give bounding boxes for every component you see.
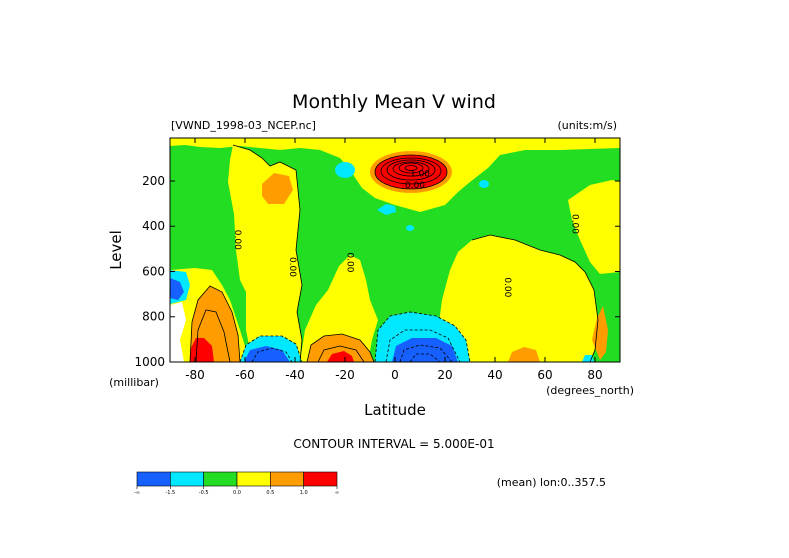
- region-orange-north-pole: [592, 306, 608, 360]
- region-blue-left: [170, 278, 184, 300]
- region-cyan-dot: [406, 225, 414, 231]
- region-yellow-sub-col: [300, 255, 378, 362]
- dataset-label: [VWND_1998-03_NCEP.nc]: [171, 119, 316, 132]
- y-axis-ticks: 200 400 600 800 1000: [134, 174, 620, 369]
- x-axis-label: Latitude: [364, 401, 426, 419]
- colorbar-label: 0.5: [266, 490, 274, 496]
- colorbar-label: 0.0: [233, 490, 241, 496]
- region-cyan-upper: [335, 162, 355, 178]
- colorbar-label: -∞: [134, 490, 140, 496]
- x-tick-label: 40: [487, 368, 502, 382]
- contour-label: 0.00: [570, 214, 580, 234]
- contour-interval-label: CONTOUR INTERVAL = 5.000E-01: [293, 437, 494, 451]
- x-tick-label: 20: [437, 368, 452, 382]
- mean-lon-label: (mean) lon:0..357.5: [497, 476, 606, 489]
- x-tick-label: 60: [537, 368, 552, 382]
- colorbar-swatch: [303, 471, 338, 487]
- y-tick-label: 1000: [134, 355, 165, 369]
- contour-label: 0.00: [345, 252, 355, 272]
- y-tick-label: 200: [142, 174, 165, 188]
- y-tick-label: 400: [142, 219, 165, 233]
- colorbar-swatch: [236, 471, 271, 487]
- colorbar-label: 1.0: [300, 490, 308, 496]
- x-tick-label: -80: [185, 368, 205, 382]
- contour-label: 0.00: [405, 181, 425, 191]
- x-axis-units: (degrees_north): [546, 384, 634, 397]
- region-cyan-dot2: [479, 180, 489, 188]
- chart-title: Monthly Mean V wind: [292, 91, 496, 113]
- x-axis-ticks: -80 -60 -40 -20 0 20 40 60 80: [185, 138, 603, 382]
- colorbar-swatch: [136, 471, 171, 487]
- contour-lines: [189, 144, 599, 362]
- y-axis-label: Level: [107, 230, 125, 270]
- colorbar: -∞ -1.5 -0.5 0.0 0.5 1.0 ∞: [134, 471, 339, 496]
- colorbar-label: -1.5: [165, 490, 175, 496]
- x-tick-label: 80: [587, 368, 602, 382]
- x-tick-label: -60: [235, 368, 255, 382]
- contour-lines-negative: [239, 311, 471, 362]
- region-yellow-north-pole: [568, 180, 620, 274]
- contour-field: [170, 138, 620, 362]
- region-red-subtropic: [327, 351, 354, 362]
- contour-label: 0.00: [287, 257, 297, 277]
- colorbar-swatch: [270, 471, 304, 487]
- x-tick-label: -20: [335, 368, 355, 382]
- region-blue-south-surface: [244, 346, 290, 362]
- region-blue-equator: [392, 338, 458, 362]
- y-axis-units: (millibar): [109, 376, 159, 389]
- colorbar-label: ∞: [335, 490, 339, 496]
- units-label: (units:m/s): [558, 119, 618, 132]
- colorbar-swatch: [203, 471, 238, 487]
- y-tick-label: 800: [142, 310, 165, 324]
- contour-labels: 0.00 0.00 0.00 0.00 1.00 0.00 0.00: [232, 169, 580, 297]
- x-tick-label: -40: [285, 368, 305, 382]
- region-orange-subtropic: [307, 334, 374, 362]
- region-yellow-north-mid: [435, 235, 598, 362]
- region-orange-south-upper: [262, 173, 293, 204]
- contour-label: 1.00: [410, 169, 430, 179]
- colorbar-label: -0.5: [199, 490, 209, 496]
- region-orange-north: [508, 347, 540, 362]
- region-cyan-small: [377, 204, 396, 215]
- y-tick-label: 600: [142, 264, 165, 278]
- colorbar-swatch: [170, 471, 204, 487]
- contour-label: 0.00: [232, 230, 242, 250]
- x-tick-label: 0: [391, 368, 399, 382]
- contour-label: 0.00: [502, 277, 512, 297]
